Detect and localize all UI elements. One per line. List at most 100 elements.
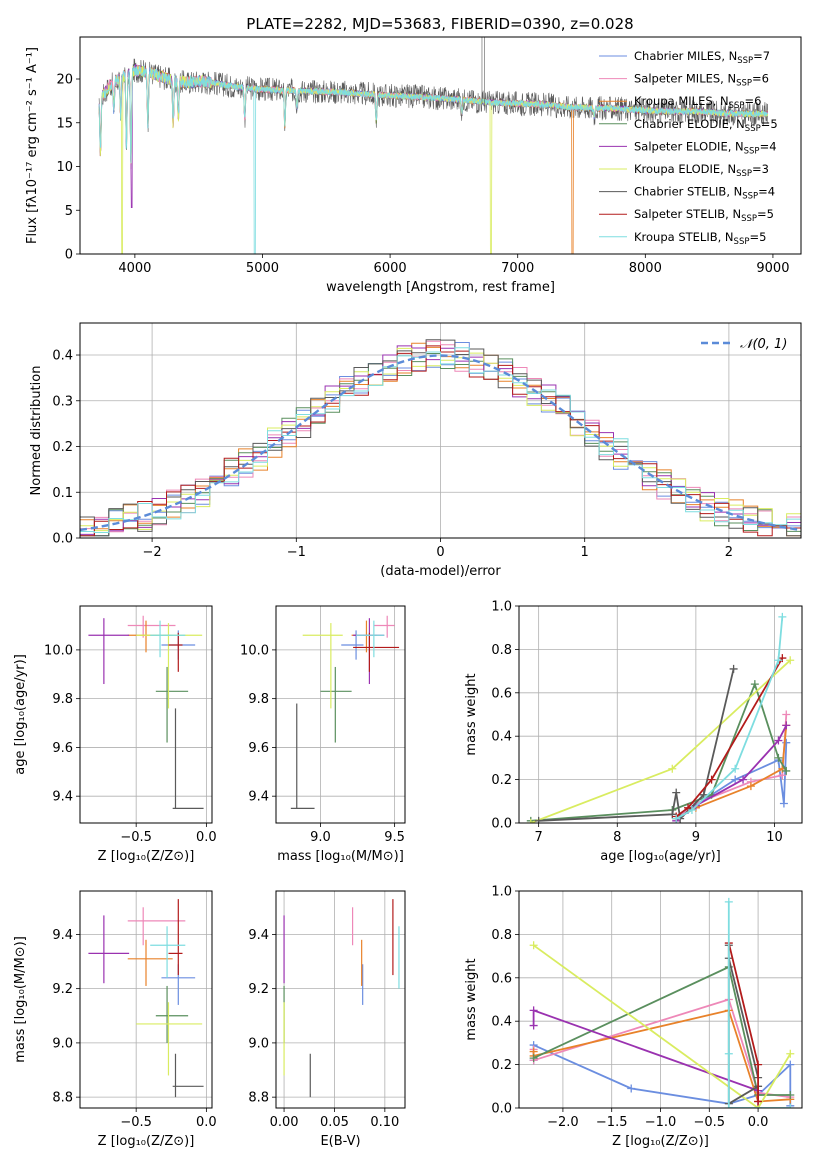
y-axis-label: Normed distribution <box>29 366 44 496</box>
weight-marker-chabrier_stelib <box>534 816 543 823</box>
axes-frame <box>79 36 802 255</box>
axes-frame <box>79 605 213 824</box>
x-tick-label: −2 <box>143 545 162 560</box>
plot-area-spectrum <box>98 37 768 254</box>
weight-marker-kroupa_miles <box>746 782 755 791</box>
weight-line-chabrier_elodie <box>533 966 791 1096</box>
weight-marker-salpeter_elodie <box>529 1021 538 1030</box>
x-tick-label: 9.5 <box>384 830 405 845</box>
panel-residuals: −2 −1 0 1 2 0.0 0.1 0.2 0.3 0.4 (data-model)/error… <box>29 322 802 579</box>
y-tick-label: 0.2 <box>491 1058 512 1073</box>
weight-marker-chabrier_stelib <box>672 788 681 797</box>
weight-marker-chabrier_elodie <box>529 1054 538 1063</box>
weight-marker-chabrier_stelib <box>729 664 738 673</box>
weight-marker-kroupa_stelib <box>724 897 733 906</box>
y-tick-label: 0.4 <box>491 1015 512 1030</box>
x-tick-label: 2 <box>725 545 733 560</box>
weight-marker-salpeter_elodie <box>739 775 748 784</box>
x-tick-label: 6000 <box>374 261 407 276</box>
plot-area-age_vs_Z <box>88 615 204 809</box>
y-tick-label: 9.4 <box>52 928 73 943</box>
x-tick-label: 0.00 <box>270 1115 299 1130</box>
spectrum-legend: Chabrier MILES, NSSP=7 Salpeter MILES, NS… <box>599 49 778 247</box>
weight-line-kroupa_elodie <box>533 944 792 1108</box>
weight-marker-kroupa_elodie <box>529 941 538 950</box>
x-tick-label: 0.0 <box>748 1115 769 1130</box>
weight-marker-chabrier_miles <box>731 775 740 784</box>
x-tick-label: −0.5 <box>120 830 152 845</box>
spectrum-line-chabrier_stelib <box>98 58 768 170</box>
y-tick-label: 9.4 <box>248 790 269 805</box>
y-tick-label: 0.0 <box>52 532 73 547</box>
x-axis-label: Z [log₁₀(Z/Z⊙)] <box>98 1134 195 1149</box>
plot-area-residuals <box>80 339 801 538</box>
x-tick-label: 10 <box>766 830 783 845</box>
y-tick-label: 9.2 <box>248 982 269 997</box>
y-axis-label: mass weight <box>464 958 479 1040</box>
legend-label-chabrier_miles: Chabrier MILES, NSSP=7 <box>634 49 770 66</box>
legend-label-normal: 𝒩(0, 1) <box>740 337 787 352</box>
y-tick-label: 9.2 <box>52 982 73 997</box>
y-tick-label: 1.0 <box>491 600 512 615</box>
y-tick-label: 0.0 <box>491 817 512 832</box>
y-tick-label: 15 <box>56 116 73 131</box>
weight-marker-kroupa_stelib <box>774 656 783 665</box>
y-axis-label: mass [log₁₀(M/M⊙)] <box>13 936 28 1063</box>
weight-marker-chabrier_elodie <box>786 1090 795 1099</box>
axes-frame <box>275 890 406 1109</box>
weight-marker-kroupa_elodie <box>526 819 535 823</box>
legend-label-kroupa_elodie: Kroupa ELODIE, NSSP=3 <box>634 162 769 179</box>
axes-frame <box>79 890 213 1109</box>
y-tick-label: 9.0 <box>248 1036 269 1051</box>
x-tick-label: −0.5 <box>694 1115 726 1130</box>
y-tick-label: 9.6 <box>52 741 73 756</box>
weight-marker-chabrier_elodie <box>750 680 759 689</box>
weight-marker-kroupa_elodie <box>668 764 677 773</box>
weight-marker-chabrier_elodie <box>774 753 783 762</box>
x-axis-label: Z [log₁₀(Z/Z⊙)] <box>612 1134 709 1149</box>
weight-line-kroupa_stelib <box>727 901 791 1108</box>
x-tick-label: −1 <box>287 545 306 560</box>
panel-mass_vs_Z: −0.5 0.0 8.8 9.0 9.2 9.4 Z [log₁₀(Z/Z⊙)] mass [… <box>13 890 217 1149</box>
y-axis-label: Flux [fλ10⁻¹⁷ erg cm⁻² s⁻¹ A⁻¹] <box>25 47 40 244</box>
weight-marker-salpeter_stelib <box>754 1060 763 1069</box>
weight-line-chabrier_stelib <box>538 668 735 822</box>
weight-marker-kroupa_stelib <box>724 1104 733 1108</box>
y-tick-label: 9.6 <box>248 741 269 756</box>
y-tick-label: 9.8 <box>52 692 73 707</box>
axes-frame <box>518 605 803 824</box>
weight-marker-salpeter_elodie <box>774 736 783 745</box>
y-tick-label: 0.1 <box>52 486 73 501</box>
plot-area-age_vs_mass <box>290 615 400 809</box>
spectrum-line-kroupa_stelib <box>98 65 768 254</box>
y-tick-label: 0.4 <box>491 730 512 745</box>
weight-marker-chabrier_miles <box>779 799 788 808</box>
legend-label-kroupa_stelib: Kroupa STELIB, NSSP=5 <box>634 230 766 247</box>
panel-mass_vs_ebv: 0.00 0.05 0.10 8.8 9.0 9.2 9.4 E(B-V) <box>248 890 406 1149</box>
y-tick-label: 0 <box>65 248 73 263</box>
plot-area-massweight_vs_Z <box>529 897 795 1108</box>
y-tick-label: 0.4 <box>52 349 73 364</box>
weight-marker-chabrier_elodie <box>782 766 791 775</box>
x-tick-label: −2.0 <box>547 1115 579 1130</box>
x-axis-label: (data-model)/error <box>380 564 501 579</box>
panel-age_vs_mass: 9.0 9.5 9.4 9.6 9.8 10.0 mass [log₁₀(M/M⊙)] <box>240 605 406 864</box>
weight-marker-kroupa_elodie <box>786 656 795 665</box>
x-tick-label: 9.0 <box>310 830 331 845</box>
weight-marker-kroupa_stelib <box>672 814 681 823</box>
x-tick-label: 7000 <box>501 261 534 276</box>
legend-label-chabrier_elodie: Chabrier ELODIE, NSSP=5 <box>634 117 778 134</box>
y-tick-label: 8.8 <box>52 1091 73 1106</box>
y-tick-label: 9.4 <box>52 790 73 805</box>
x-tick-label: 4000 <box>118 261 151 276</box>
legend-label-chabrier_stelib: Chabrier STELIB, NSSP=4 <box>634 185 775 202</box>
plot-area-mass_vs_Z <box>88 899 204 1098</box>
x-tick-label: −1.0 <box>645 1115 677 1130</box>
weight-marker-kroupa_stelib <box>724 1049 733 1058</box>
y-axis-label: mass weight <box>464 673 479 755</box>
y-tick-label: 0.8 <box>491 643 512 658</box>
y-tick-label: 9.4 <box>248 928 269 943</box>
normal-curve <box>80 354 801 532</box>
weight-marker-kroupa_stelib <box>731 764 740 773</box>
histogram-kroupa_stelib <box>80 347 801 538</box>
